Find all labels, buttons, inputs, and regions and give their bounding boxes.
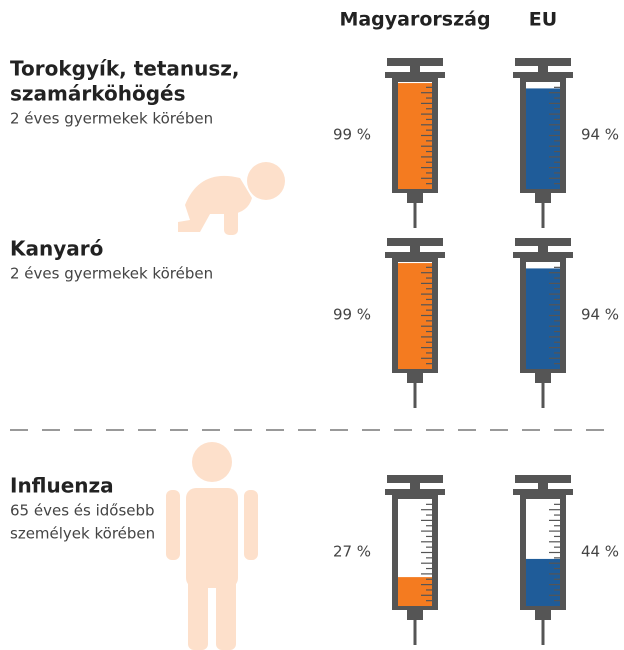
plunger-handle [515,238,571,246]
value-label: 44 % [581,543,619,561]
plunger-rod [538,483,548,490]
flange [385,489,445,495]
liquid [526,558,560,606]
nozzle [407,193,423,203]
group-subtitle: 2 éves gyermekek körében [10,265,213,283]
plunger-handle [515,58,571,66]
baby-icon [178,162,285,235]
column-header: EU [529,9,557,31]
column-header: Magyarország [339,9,490,31]
nozzle [407,373,423,383]
plunger-handle [387,238,443,246]
nozzle [535,373,551,383]
group-title: szamárköhögés [10,82,186,106]
flange [513,489,573,495]
plunger-handle [387,58,443,66]
plunger-handle [515,475,571,483]
flange [513,252,573,258]
nozzle [535,193,551,203]
group-title: Torokgyík, tetanusz, [10,57,240,81]
flange [513,72,573,78]
plunger-rod [410,246,420,253]
value-label: 99 % [333,126,371,144]
value-label: 94 % [581,126,619,144]
plunger-rod [410,66,420,73]
value-label: 99 % [333,306,371,324]
liquid [526,268,560,369]
liquid [526,88,560,189]
value-label: 27 % [333,543,371,561]
flange [385,252,445,258]
group-subtitle: személyek körében [10,525,155,543]
liquid [398,577,432,606]
nozzle [407,610,423,620]
group-title: Kanyaró [10,237,103,261]
person-icon [166,442,258,650]
group-subtitle: 2 éves gyermekek körében [10,110,213,128]
nozzle [535,610,551,620]
value-label: 94 % [581,306,619,324]
plunger-rod [410,483,420,490]
plunger-rod [538,66,548,73]
plunger-handle [387,475,443,483]
plunger-rod [538,246,548,253]
group-subtitle: 65 éves és idősebb [10,502,155,520]
flange [385,72,445,78]
group-title: Influenza [10,474,114,498]
